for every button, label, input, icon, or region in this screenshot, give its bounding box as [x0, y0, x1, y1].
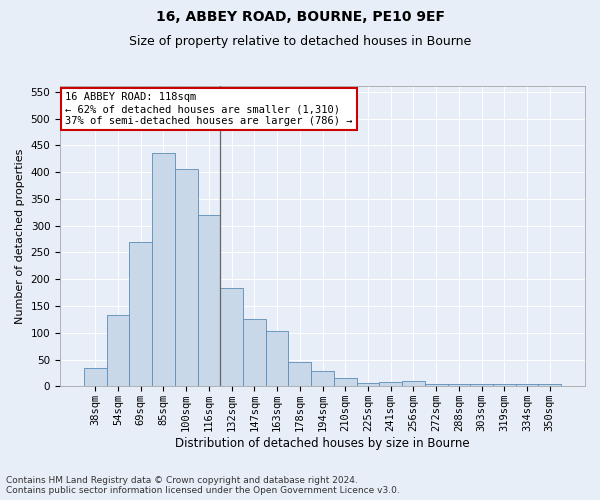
- Bar: [175, 170, 197, 386]
- Text: Contains HM Land Registry data © Crown copyright and database right 2024.
Contai: Contains HM Land Registry data © Crown c…: [6, 476, 400, 495]
- Bar: [425, 384, 448, 386]
- Text: 16, ABBEY ROAD, BOURNE, PE10 9EF: 16, ABBEY ROAD, BOURNE, PE10 9EF: [155, 10, 445, 24]
- Text: Size of property relative to detached houses in Bourne: Size of property relative to detached ho…: [129, 35, 471, 48]
- Bar: [402, 381, 425, 386]
- Bar: [152, 154, 175, 386]
- Bar: [470, 384, 493, 386]
- Bar: [84, 368, 107, 386]
- Text: 16 ABBEY ROAD: 118sqm
← 62% of detached houses are smaller (1,310)
37% of semi-d: 16 ABBEY ROAD: 118sqm ← 62% of detached …: [65, 92, 353, 126]
- Bar: [515, 384, 538, 386]
- Bar: [448, 384, 470, 386]
- Bar: [379, 382, 402, 386]
- Bar: [130, 242, 152, 386]
- Bar: [493, 384, 515, 386]
- Bar: [243, 320, 266, 386]
- Bar: [538, 384, 561, 386]
- Bar: [289, 362, 311, 386]
- Bar: [334, 378, 356, 386]
- Bar: [107, 315, 130, 386]
- Bar: [220, 288, 243, 386]
- X-axis label: Distribution of detached houses by size in Bourne: Distribution of detached houses by size …: [175, 437, 470, 450]
- Bar: [197, 215, 220, 386]
- Y-axis label: Number of detached properties: Number of detached properties: [15, 148, 25, 324]
- Bar: [356, 382, 379, 386]
- Bar: [266, 331, 289, 386]
- Bar: [311, 372, 334, 386]
